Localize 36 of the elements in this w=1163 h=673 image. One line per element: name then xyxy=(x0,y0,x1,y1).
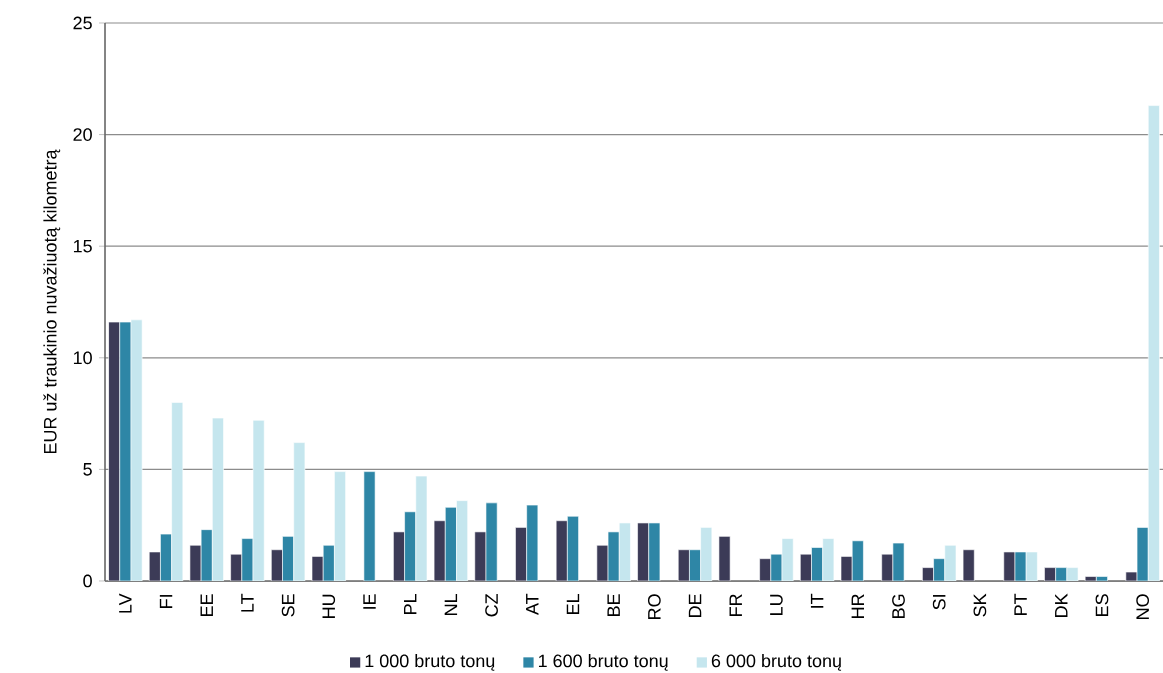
x-tick-label: HU xyxy=(322,594,336,618)
y-tick-label: 20 xyxy=(73,128,92,141)
x-tick-label: FI xyxy=(159,595,173,608)
x-tick-label: NL xyxy=(444,593,458,615)
x-tick-label: HR xyxy=(851,594,864,618)
legend-label: 1 000 bruto tonų xyxy=(365,654,495,671)
x-tick-label: LV xyxy=(119,593,132,613)
x-tick-label: ES xyxy=(1095,594,1109,616)
y-tick-label: 10 xyxy=(73,351,92,365)
x-tick-label: BG xyxy=(892,594,905,618)
legend-label: 6 000 bruto tonų xyxy=(711,654,842,671)
x-tick-label: LT xyxy=(241,593,254,612)
x-tick-label: EL xyxy=(566,593,580,614)
x-tick-label: FR xyxy=(729,594,742,616)
x-tick-label: IT xyxy=(810,593,824,608)
x-tick-label: DE xyxy=(688,594,702,617)
x-tick-label: IE xyxy=(363,594,376,609)
x-tick-label: AT xyxy=(526,593,539,616)
legend-label: 1 600 bruto tonų xyxy=(538,654,668,671)
x-tick-label: NO xyxy=(1136,594,1150,619)
y-tick-label: 5 xyxy=(83,463,92,476)
y-tick-label: 25 xyxy=(73,16,92,30)
x-tick-label: LU xyxy=(770,594,783,615)
x-tick-label: PL xyxy=(404,593,417,614)
x-tick-label: PT xyxy=(1014,593,1027,615)
y-tick-label: 0 xyxy=(83,574,92,588)
x-tick-label: CZ xyxy=(485,593,498,617)
x-tick-label: SI xyxy=(932,595,946,610)
y-tick-label: 15 xyxy=(73,239,92,253)
x-tick-label: BE xyxy=(607,594,620,616)
x-tick-label: RO xyxy=(647,594,661,619)
x-tick-label: EE xyxy=(200,594,213,616)
y-axis-title: EUR už traukinio nuvažiuotą kilometrą xyxy=(43,149,61,454)
x-tick-label: SE xyxy=(281,594,295,617)
x-tick-label: DK xyxy=(1055,593,1068,617)
x-tick-label: SK xyxy=(973,593,987,617)
